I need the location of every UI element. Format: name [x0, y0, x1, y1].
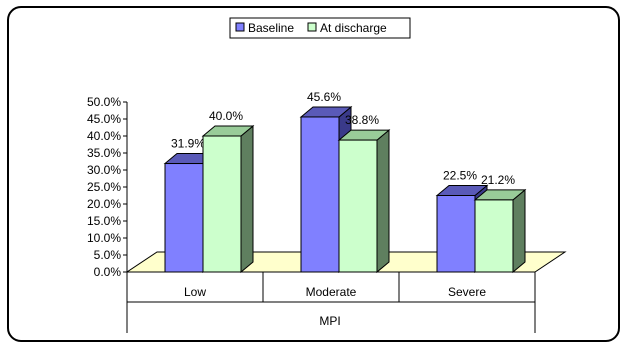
y-tick-label: 50.0%	[87, 95, 121, 109]
bar-at-discharge-side	[376, 129, 390, 274]
bar-at-discharge	[474, 199, 514, 273]
data-label: 45.6%	[307, 90, 341, 104]
y-tick-label: 45.0%	[87, 112, 121, 126]
legend-swatch-at-discharge	[307, 22, 317, 32]
y-tick-label: 5.0%	[94, 248, 122, 262]
bar-baseline	[436, 195, 476, 273]
y-tick-label: 30.0%	[87, 163, 121, 177]
bar-at-discharge-side	[240, 124, 254, 274]
x-category-label: Low	[184, 285, 206, 299]
legend-label-baseline: Baseline	[248, 21, 294, 35]
y-tick-label: 40.0%	[87, 129, 121, 143]
data-label: 40.0%	[209, 109, 243, 123]
plot-area: 0.0% 5.0% 10.0% 15.0% 20.0% 25.0% 30.0% 35.0% 40…	[87, 90, 567, 333]
x-category-label: Moderate	[306, 285, 357, 299]
y-tick-label: 20.0%	[87, 197, 121, 211]
bar-at-discharge	[202, 135, 242, 273]
y-tick-label: 0.0%	[94, 265, 122, 279]
y-tick-label: 10.0%	[87, 231, 121, 245]
y-tick-label: 35.0%	[87, 146, 121, 160]
bar-at-discharge-side	[512, 188, 526, 274]
x-category-label: Severe	[448, 285, 486, 299]
x-axis-title: MPI	[319, 314, 340, 328]
y-tick-label: 25.0%	[87, 180, 121, 194]
data-label: 22.5%	[443, 169, 477, 183]
data-label: 38.8%	[345, 113, 379, 127]
legend: Baseline At discharge	[229, 17, 411, 39]
legend-label-at-discharge: At discharge	[320, 21, 387, 35]
y-tick-label: 15.0%	[87, 214, 121, 228]
data-label: 31.9%	[171, 137, 205, 151]
bar-baseline	[164, 163, 204, 273]
bar-at-discharge	[338, 139, 378, 273]
legend-swatch-baseline	[235, 22, 245, 32]
legend-box	[229, 17, 411, 39]
data-label: 21.2%	[481, 173, 515, 187]
bar-baseline	[300, 116, 340, 273]
